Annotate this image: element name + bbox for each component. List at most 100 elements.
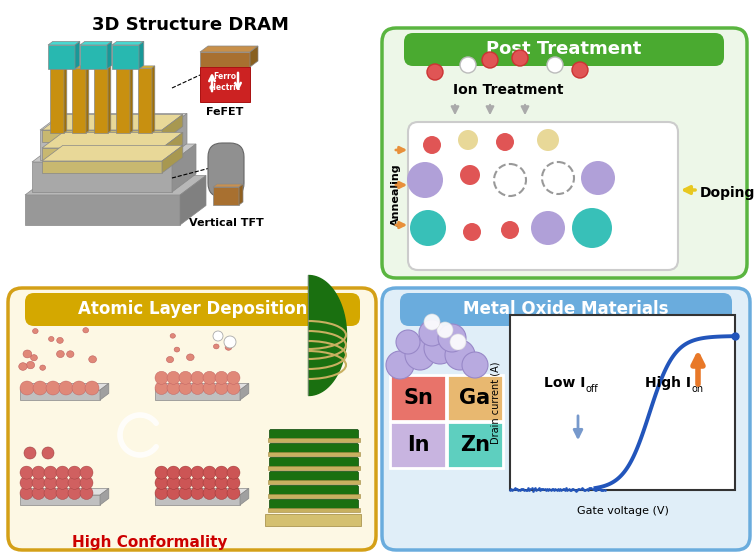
Polygon shape xyxy=(155,383,249,390)
FancyBboxPatch shape xyxy=(404,33,724,66)
Ellipse shape xyxy=(26,362,35,369)
Text: Vertical TFT: Vertical TFT xyxy=(189,218,263,228)
Circle shape xyxy=(20,487,33,499)
Circle shape xyxy=(167,487,180,499)
Polygon shape xyxy=(42,161,162,173)
Circle shape xyxy=(463,223,481,241)
Circle shape xyxy=(32,477,45,489)
Text: In: In xyxy=(407,435,430,455)
Polygon shape xyxy=(155,488,249,495)
Text: Gate voltage (V): Gate voltage (V) xyxy=(577,506,668,516)
Circle shape xyxy=(424,332,456,364)
Circle shape xyxy=(20,477,33,489)
Circle shape xyxy=(155,477,168,489)
Circle shape xyxy=(496,133,514,151)
Polygon shape xyxy=(32,162,172,192)
Text: 3D Structure DRAM: 3D Structure DRAM xyxy=(91,16,288,34)
FancyBboxPatch shape xyxy=(270,472,359,482)
Polygon shape xyxy=(152,66,155,133)
Circle shape xyxy=(20,381,34,395)
FancyBboxPatch shape xyxy=(382,28,747,278)
Circle shape xyxy=(32,466,45,479)
Bar xyxy=(268,452,360,456)
Circle shape xyxy=(227,466,240,479)
Circle shape xyxy=(85,381,99,395)
FancyBboxPatch shape xyxy=(25,293,360,326)
Circle shape xyxy=(537,129,559,151)
Polygon shape xyxy=(42,130,162,142)
Polygon shape xyxy=(50,68,64,133)
Ellipse shape xyxy=(23,350,32,358)
Circle shape xyxy=(20,466,33,479)
Bar xyxy=(390,422,446,468)
Circle shape xyxy=(423,136,441,154)
Bar xyxy=(268,494,360,498)
Circle shape xyxy=(56,477,69,489)
FancyBboxPatch shape xyxy=(400,293,732,326)
Polygon shape xyxy=(42,132,183,148)
Polygon shape xyxy=(20,383,109,390)
Text: Ga: Ga xyxy=(460,388,491,408)
Circle shape xyxy=(215,477,228,489)
Text: Ion Treatment: Ion Treatment xyxy=(453,83,563,97)
Polygon shape xyxy=(80,45,107,69)
Polygon shape xyxy=(94,66,111,68)
Polygon shape xyxy=(20,390,100,400)
Circle shape xyxy=(33,381,47,395)
Ellipse shape xyxy=(32,329,39,334)
Ellipse shape xyxy=(40,365,45,371)
Circle shape xyxy=(386,351,414,379)
Circle shape xyxy=(215,371,228,384)
Bar xyxy=(200,67,250,102)
Circle shape xyxy=(80,466,93,479)
Text: Ferro
electric: Ferro electric xyxy=(209,73,241,92)
Ellipse shape xyxy=(19,363,27,371)
Circle shape xyxy=(215,487,228,499)
Circle shape xyxy=(80,477,93,489)
Circle shape xyxy=(227,382,240,395)
Circle shape xyxy=(155,382,168,395)
Circle shape xyxy=(44,477,57,489)
Polygon shape xyxy=(72,66,89,68)
Circle shape xyxy=(482,52,498,68)
Text: Metal Oxide Materials: Metal Oxide Materials xyxy=(464,301,669,319)
Polygon shape xyxy=(40,113,187,130)
Circle shape xyxy=(227,371,240,384)
Circle shape xyxy=(438,324,466,352)
Text: FeFET: FeFET xyxy=(206,107,244,117)
Circle shape xyxy=(203,466,216,479)
Circle shape xyxy=(179,382,192,395)
Polygon shape xyxy=(20,488,109,495)
Circle shape xyxy=(155,466,168,479)
Circle shape xyxy=(203,477,216,489)
Circle shape xyxy=(460,57,476,73)
Text: Annealing: Annealing xyxy=(391,163,401,227)
Polygon shape xyxy=(155,390,240,400)
FancyBboxPatch shape xyxy=(270,444,359,454)
Circle shape xyxy=(179,487,192,499)
Text: High Conformality: High Conformality xyxy=(72,536,228,551)
Circle shape xyxy=(191,371,204,384)
Text: Atomic Layer Deposition: Atomic Layer Deposition xyxy=(78,301,307,319)
Text: High I: High I xyxy=(645,376,691,390)
Polygon shape xyxy=(100,488,109,505)
Polygon shape xyxy=(240,488,249,505)
FancyBboxPatch shape xyxy=(270,485,359,496)
Bar xyxy=(447,375,503,421)
Text: Post Treatment: Post Treatment xyxy=(486,41,642,59)
FancyBboxPatch shape xyxy=(208,143,244,197)
Polygon shape xyxy=(25,176,206,195)
Ellipse shape xyxy=(30,355,38,361)
Circle shape xyxy=(167,382,180,395)
Ellipse shape xyxy=(57,350,64,358)
Circle shape xyxy=(191,466,204,479)
Text: Sn: Sn xyxy=(403,388,433,408)
FancyBboxPatch shape xyxy=(382,288,750,550)
Circle shape xyxy=(24,447,36,459)
Circle shape xyxy=(191,477,204,489)
FancyBboxPatch shape xyxy=(270,499,359,509)
Circle shape xyxy=(68,466,81,479)
Circle shape xyxy=(56,466,69,479)
Circle shape xyxy=(396,330,420,354)
Polygon shape xyxy=(213,187,239,205)
